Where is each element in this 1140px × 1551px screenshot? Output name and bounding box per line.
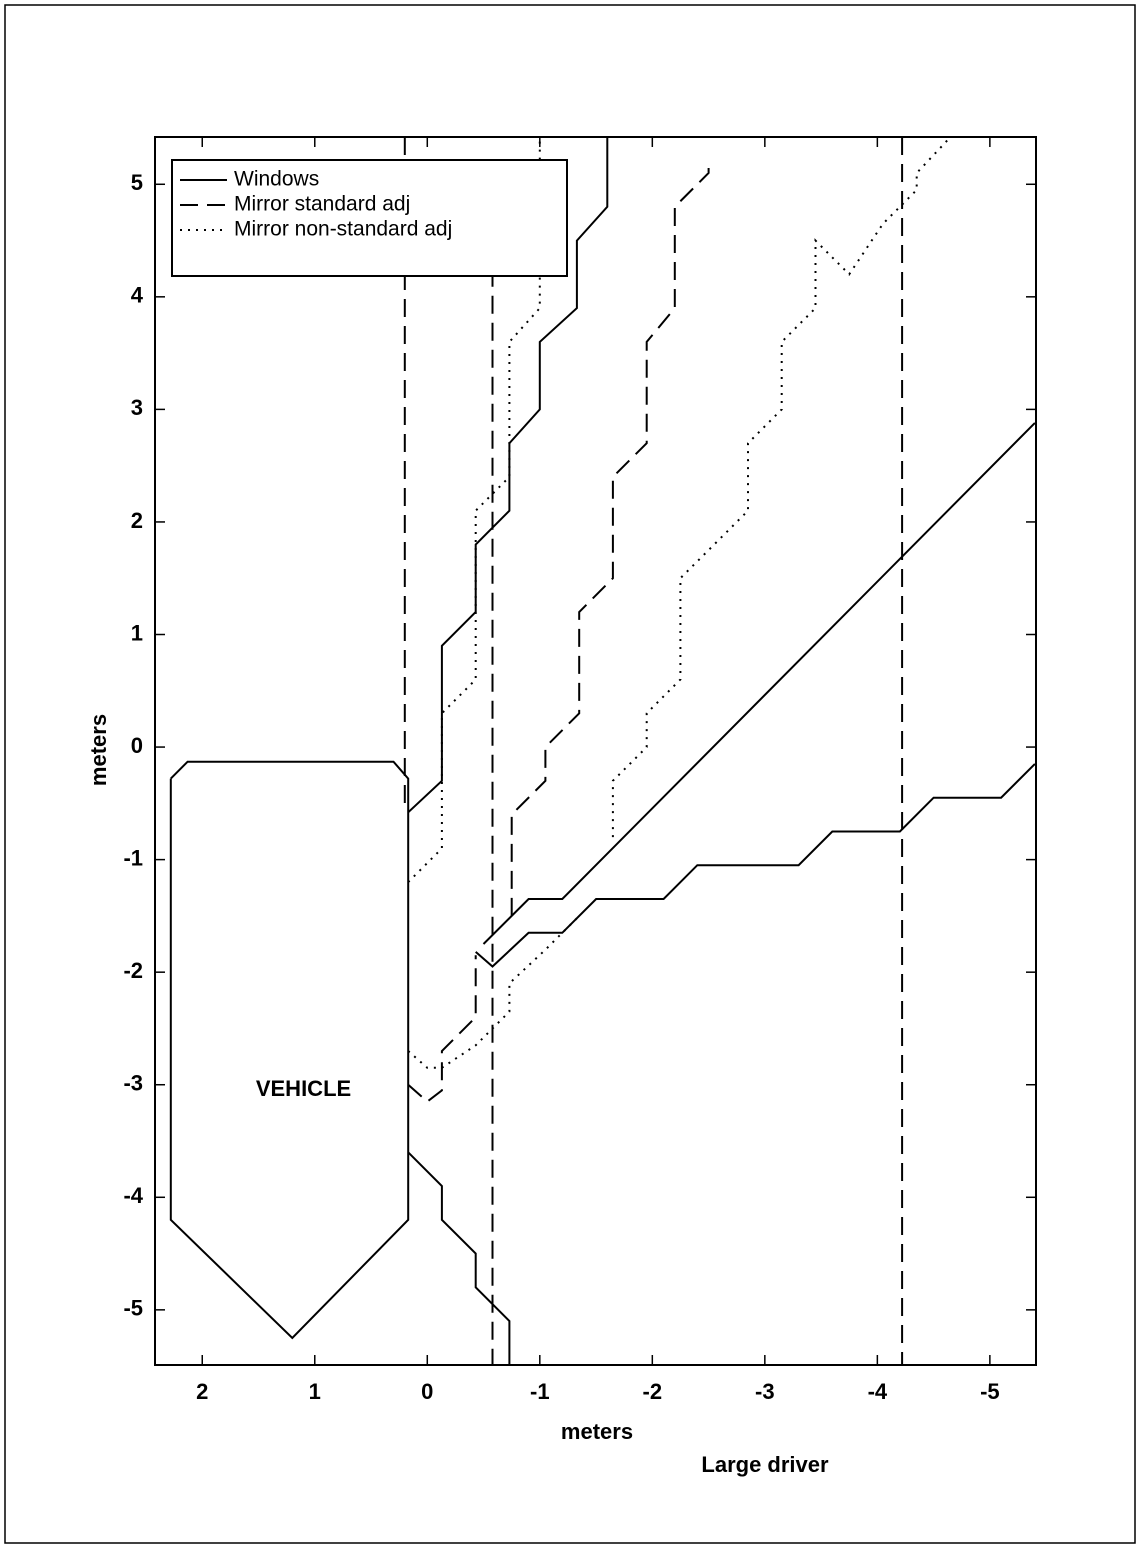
- vehicle-outline: [169, 760, 410, 1340]
- series-line: [407, 137, 1036, 1365]
- legend-label: Mirror non-standard adj: [234, 218, 452, 241]
- x-tick-label: -3: [755, 1379, 775, 1404]
- y-tick-label: 2: [131, 508, 143, 533]
- x-tick-label: 1: [309, 1379, 321, 1404]
- page-border: [4, 4, 1136, 1544]
- y-tick-label: -5: [123, 1296, 143, 1321]
- x-axis-label: meters: [561, 1419, 633, 1444]
- y-tick-label: 4: [131, 283, 144, 308]
- x-tick-label: 0: [421, 1379, 433, 1404]
- y-tick-label: 1: [131, 620, 143, 645]
- series-line: [403, 137, 904, 1365]
- legend-box: [171, 159, 568, 277]
- y-tick-label: -2: [123, 958, 143, 983]
- y-tick-label: 0: [131, 733, 143, 758]
- x-tick-label: -4: [868, 1379, 888, 1404]
- y-tick-label: -4: [123, 1183, 143, 1208]
- y-tick-label: 3: [131, 395, 143, 420]
- x-tick-label: -2: [643, 1379, 663, 1404]
- y-tick-label: -3: [123, 1071, 143, 1096]
- legend-label: Windows: [234, 168, 319, 191]
- x-tick-label: 2: [196, 1379, 208, 1404]
- subtitle: Large driver: [701, 1452, 829, 1477]
- y-tick-label: -1: [123, 845, 143, 870]
- x-tick-label: -1: [530, 1379, 550, 1404]
- legend-label: Mirror standard adj: [234, 193, 410, 216]
- y-axis-label: meters: [86, 714, 111, 786]
- y-tick-label: 5: [131, 170, 143, 195]
- plot-frame: [154, 136, 1037, 1366]
- annotation: VEHICLE: [256, 1076, 351, 1101]
- x-tick-label: -5: [980, 1379, 1000, 1404]
- series-line: [407, 136, 952, 1069]
